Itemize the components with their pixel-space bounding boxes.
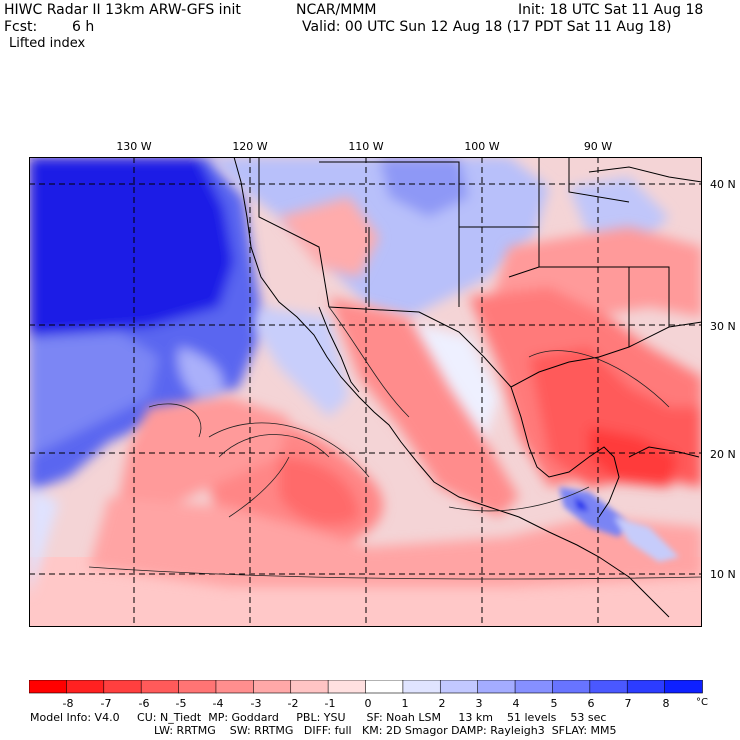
lat-label-10n: 10 N <box>710 568 736 581</box>
forecast-hour: 6 h <box>72 19 95 35</box>
agency-label: NCAR/MMM <box>296 2 377 18</box>
lifted-index-map <box>29 157 702 627</box>
map-frame <box>29 157 702 627</box>
forecast-label: Fcst: <box>4 19 38 35</box>
colorbar-tick: -2 <box>287 697 299 710</box>
lon-label-100w: 100 W <box>464 140 500 153</box>
colorbar-swatch <box>290 680 329 694</box>
political-borders <box>258 157 670 388</box>
colorbar-tick: 2 <box>438 697 446 710</box>
colorbar-tick: 6 <box>587 697 595 710</box>
init-time: Init: 18 UTC Sat 11 Aug 18 <box>518 2 704 18</box>
colorbar-tick: 8 <box>662 697 670 710</box>
colorbar-tick: -1 <box>324 697 336 710</box>
valid-time: Valid: 00 UTC Sun 12 Aug 18 (17 PDT Sat … <box>302 19 672 35</box>
colorbar-tick: -8 <box>62 697 74 710</box>
colorbar-swatch <box>178 680 217 694</box>
lat-label-40n: 40 N <box>710 178 736 191</box>
colorbar-tick: -3 <box>250 697 262 710</box>
lat-label-20n: 20 N <box>710 448 736 461</box>
colorbar-tick: -4 <box>212 697 224 710</box>
lon-label-130w: 130 W <box>116 140 152 153</box>
colorbar-swatch <box>29 680 68 694</box>
pacific-stable-region <box>29 157 264 597</box>
colorbar-swatch <box>589 680 629 694</box>
colorbar-swatch <box>365 680 404 694</box>
colorbar-tick: 4 <box>512 697 520 710</box>
colorbar-swatch <box>552 680 591 694</box>
colorbar-swatch <box>66 680 105 694</box>
colorbar-tick: 1 <box>401 697 409 710</box>
colorbar-swatch <box>664 680 703 694</box>
colorbar-tick: -5 <box>175 697 187 710</box>
colorbar-swatch <box>402 680 442 694</box>
colorbar-swatch <box>253 680 292 694</box>
model-info-line-2: LW: RRTMG SW: RRTMG DIFF: full KM: 2D Sm… <box>154 724 617 737</box>
colorbar-swatch <box>477 680 516 694</box>
colorbar-tick: 7 <box>624 697 632 710</box>
colorbar-tick: 5 <box>550 697 558 710</box>
lifted-index-contours <box>88 306 702 580</box>
lifted-index-colorbar <box>29 680 703 694</box>
colorbar-swatch <box>327 680 367 694</box>
colorbar-swatch <box>140 680 180 694</box>
colorbar-swatch <box>439 680 479 694</box>
model-title: HIWC Radar II 13km ARW-GFS init <box>4 2 241 18</box>
central-america-stable-patch <box>559 487 679 562</box>
lon-label-90w: 90 W <box>583 140 613 153</box>
colorbar-tick: 3 <box>475 697 483 710</box>
colorbar-tick: 0 <box>364 697 372 710</box>
unstable-region <box>89 197 702 587</box>
lon-label-120w: 120 W <box>232 140 268 153</box>
lat-label-30n: 30 N <box>710 320 736 333</box>
model-info-line-1: Model Info: V4.0 CU: N_Tiedt MP: Goddard… <box>30 711 607 724</box>
colorbar-swatch <box>103 680 142 694</box>
field-name: Lifted index <box>9 36 86 51</box>
lon-label-110w: 110 W <box>348 140 384 153</box>
colorbar-tick: -7 <box>100 697 112 710</box>
colorbar-swatch <box>514 680 554 694</box>
colorbar-tick: -6 <box>138 697 150 710</box>
colorbar-swatch <box>626 680 666 694</box>
colorbar-swatch <box>215 680 255 694</box>
lat-lon-grid <box>29 157 702 627</box>
colorbar-unit: °C <box>696 697 708 708</box>
